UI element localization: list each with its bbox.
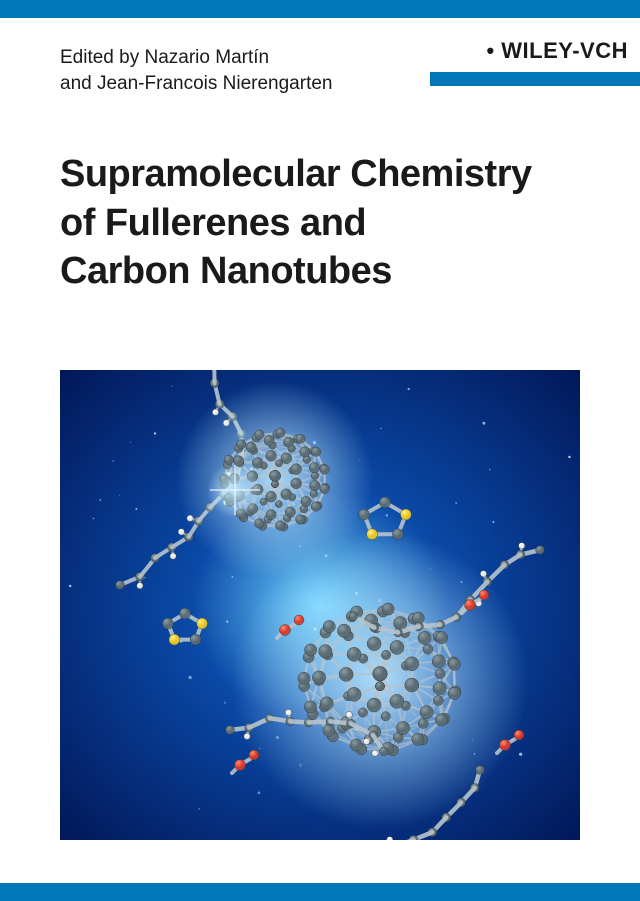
title-line-3: Carbon Nanotubes [60,250,392,292]
book-title: Supramolecular Chemistry of Fullerenes a… [60,150,532,296]
publisher-accent-bar [430,72,640,86]
publisher-bullet: • [486,38,494,63]
editors-credit: Edited by Nazario Martín and Jean-Franco… [60,45,333,96]
title-line-1: Supramolecular Chemistry [60,153,532,195]
publisher-logo: • WILEY-VCH [430,38,640,64]
title-line-2: of Fullerenes and [60,202,366,244]
editors-line1: Edited by Nazario Martín [60,47,269,68]
publisher-name: WILEY-VCH [501,38,628,63]
editors-line2: and Jean-Francois Nierengarten [60,73,333,94]
top-accent-bar [0,0,640,18]
bottom-accent-bar [0,883,640,901]
publisher-block: • WILEY-VCH [430,38,640,86]
cover-illustration [60,370,580,840]
